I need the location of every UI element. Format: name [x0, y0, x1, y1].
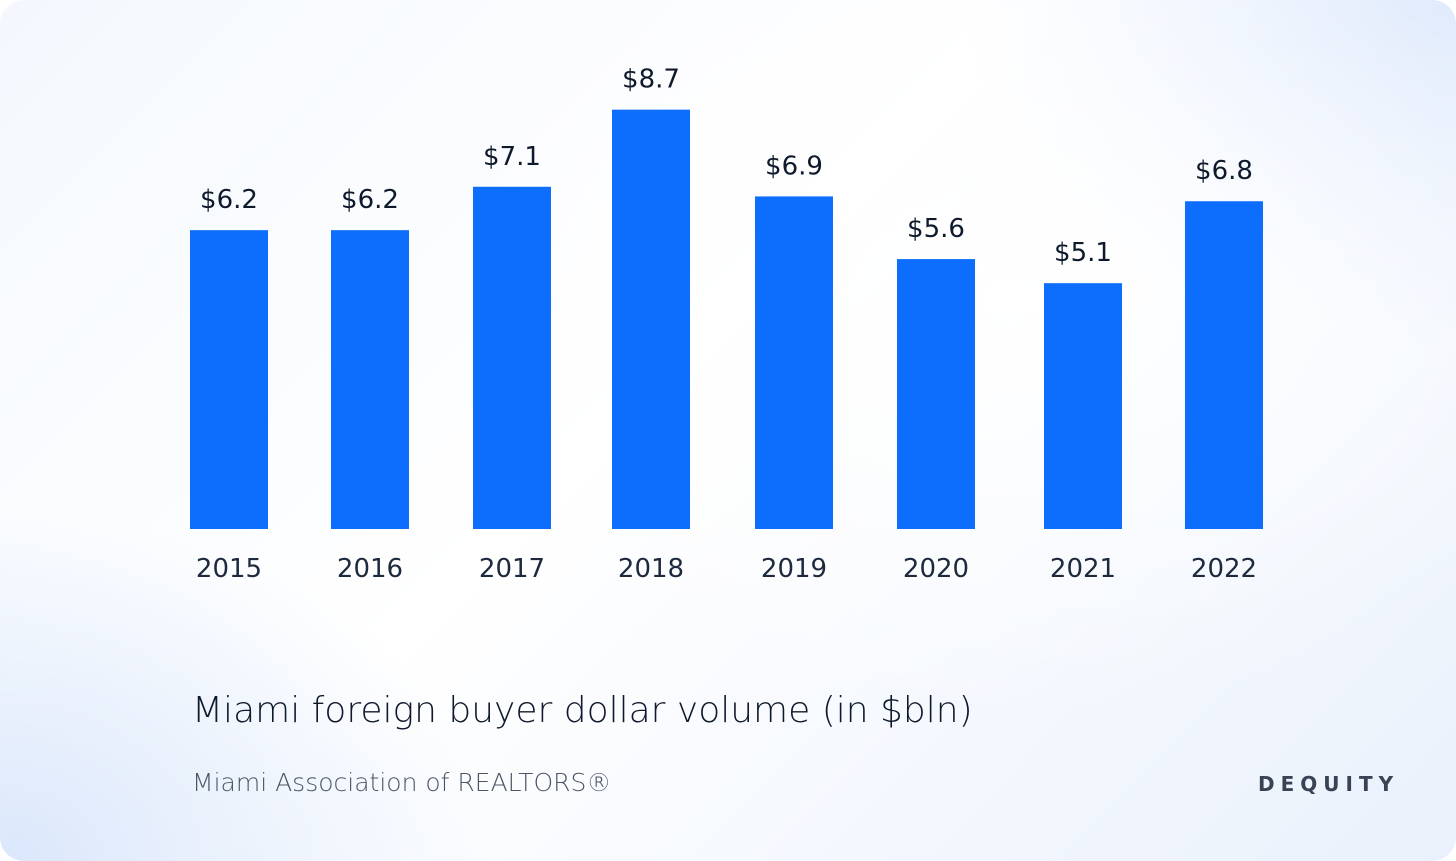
chart-title: Miami foreign buyer dollar volume (in $b… [192, 690, 973, 731]
bar-2021 [1044, 283, 1122, 529]
value-label-2016: $6.2 [341, 185, 399, 215]
bar-2016 [331, 230, 409, 529]
bar-2020 [897, 259, 975, 529]
value-label-2017: $7.1 [483, 142, 541, 172]
category-label-2016: 2016 [337, 554, 403, 584]
value-label-2021: $5.1 [1054, 238, 1112, 268]
bar-2017 [473, 186, 551, 529]
value-labels-group: $6.2 $6.2 $7.1 $8.7 $6.9 $5.6 $5.1 $6.8 [200, 65, 1253, 269]
value-label-2018: $8.7 [622, 65, 680, 95]
value-label-2019: $6.9 [765, 151, 823, 181]
dequity-logo: DEQUITY [1258, 772, 1400, 796]
bar-chart: $6.2 $6.2$7.1$8.7$6.9$5.6$5.1$6.8 2015 201… [190, 65, 1263, 584]
category-label-2022: 2022 [1191, 554, 1257, 584]
bar-2022 [1185, 201, 1263, 530]
value-label-2015: $6.2 [200, 185, 258, 215]
category-label-2018: 2018 [618, 554, 684, 584]
category-label-2017: 2017 [479, 554, 545, 584]
category-label-2015: 2015 [196, 554, 262, 584]
source-label: Miami Association of REALTORS® [192, 768, 612, 797]
category-label-2019: 2019 [761, 554, 827, 584]
bar-2018 [612, 109, 690, 529]
bar-2015 [190, 230, 268, 529]
value-label-2022: $6.8 [1195, 156, 1253, 186]
category-label-2021: 2021 [1050, 554, 1116, 584]
value-label-2020: $5.6 [907, 214, 965, 244]
category-label-2020: 2020 [903, 554, 969, 584]
bars-group [190, 109, 1263, 530]
bar-2019 [755, 196, 833, 530]
category-labels-group: 2015 2016 2017 2018 2019 2020 2021 2022 [196, 554, 1257, 584]
